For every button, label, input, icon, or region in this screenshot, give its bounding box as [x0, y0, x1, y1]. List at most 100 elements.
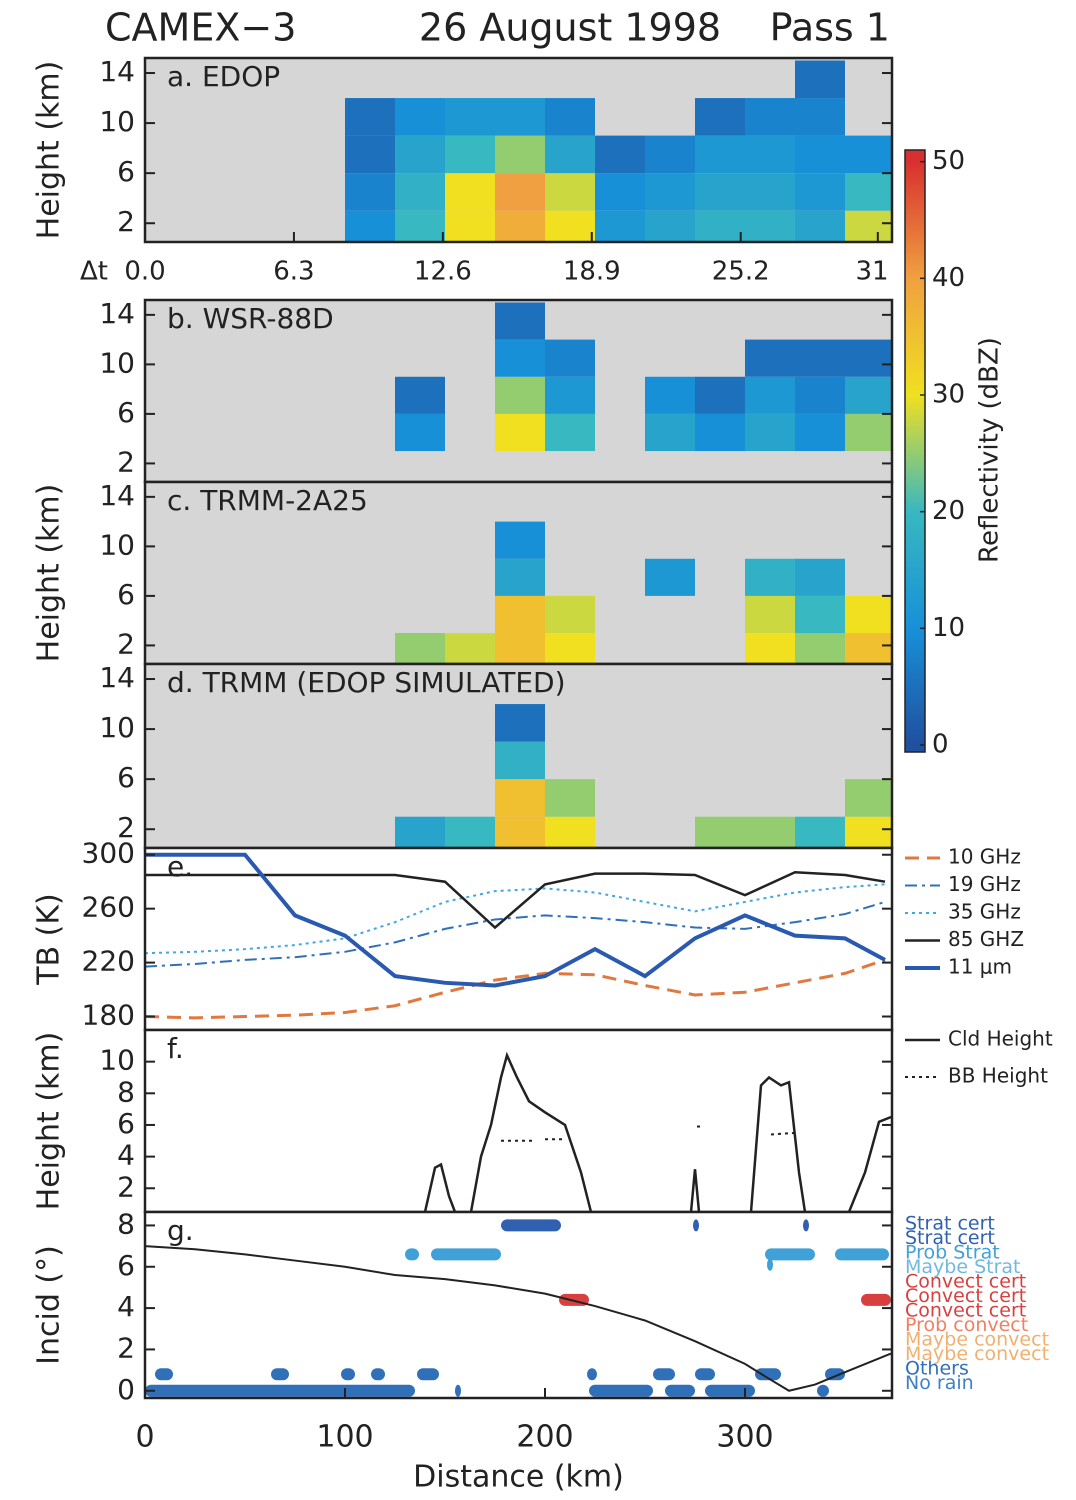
legend-label: Maybe Strat [905, 1256, 1020, 1278]
legend-label: 11 μm [948, 955, 1012, 979]
x-tick-label: 300 [716, 1420, 773, 1455]
heat-cell [795, 413, 845, 452]
heat-cell [745, 816, 795, 848]
y-tick-label: 14 [99, 55, 135, 88]
heat-cell [745, 595, 795, 634]
heat-cell [645, 376, 695, 414]
x-axis-label: Distance (km) [413, 1460, 624, 1495]
legend-label: 19 GHz [948, 872, 1021, 896]
panel-title: e. [167, 850, 193, 883]
heat-cell [845, 210, 892, 242]
y-tick-label: 10 [99, 711, 135, 744]
heat-cell [645, 173, 695, 211]
y-axis-label: TB (K) [32, 893, 67, 986]
colorbar [904, 149, 926, 753]
legend-label: 35 GHz [948, 900, 1021, 924]
legend-label: Convect cert [905, 1271, 1026, 1293]
rain-type-run [693, 1219, 699, 1232]
heat-cell [845, 779, 892, 817]
y-tick-label: 14 [99, 661, 135, 694]
legend-label: 10 GHz [948, 845, 1021, 869]
rain-type-run [665, 1384, 695, 1397]
heat-cell [545, 173, 595, 211]
y-tick-label: 10 [99, 1044, 135, 1077]
panel-title: g. [167, 1214, 194, 1247]
heat-cell [645, 135, 695, 174]
legend-label: Convect cert [905, 1300, 1026, 1322]
rain-type-run [835, 1248, 889, 1261]
legend-label: Prob Strat [905, 1242, 1000, 1264]
y-tick-label: 2 [117, 627, 135, 660]
heat-cell [345, 210, 395, 242]
x-tick-label: 200 [516, 1420, 573, 1455]
y-axis-label: Height (km) [32, 61, 67, 240]
x2-tick-label: 12.6 [414, 257, 472, 287]
x2-tick-label: 31 [855, 257, 888, 287]
figure-title-left: CAMEX−3 [105, 6, 296, 50]
heat-cell [695, 210, 745, 242]
heat-cell [395, 210, 445, 242]
series-line [749, 1075, 807, 1212]
x2-axis-label: Δt [80, 257, 108, 287]
panel-title: a. EDOP [167, 60, 280, 93]
heat-cell [745, 173, 795, 211]
panel-frame [143, 1210, 894, 1400]
heat-cell [495, 779, 545, 817]
y-tick-label: 8 [117, 1207, 135, 1240]
panel-frame [143, 56, 894, 244]
heat-cell [495, 704, 545, 742]
rain-type-run [341, 1368, 355, 1381]
heat-cell [795, 173, 845, 211]
heat-cell [795, 816, 845, 848]
rain-type-run [587, 1368, 597, 1381]
x2-tick-label: 18.9 [563, 257, 621, 287]
heat-cell [545, 376, 595, 414]
heat-cell [395, 376, 445, 414]
y-tick-label: 2 [117, 445, 135, 478]
heat-cell [845, 135, 892, 174]
rain-type-run [417, 1368, 439, 1381]
heat-cell [545, 135, 595, 174]
colorbar-tick-label: 30 [932, 380, 965, 410]
heat-cell [845, 633, 892, 664]
heat-cell [545, 339, 595, 377]
colorbar-tick-label: 20 [932, 496, 965, 526]
rain-type-run [765, 1248, 815, 1261]
heat-cell [495, 558, 545, 596]
y-tick-label: 6 [117, 578, 135, 611]
plot-area [145, 852, 886, 1020]
heat-cell [595, 210, 645, 242]
plot-area [423, 1051, 892, 1212]
x2-tick-label: 0.0 [124, 257, 165, 287]
heat-cell [695, 98, 745, 136]
y-tick-label: 0 [117, 1373, 135, 1406]
heat-cell [795, 339, 845, 377]
series-line [145, 852, 886, 988]
heat-cell [545, 98, 595, 136]
panel-bg [145, 1212, 892, 1398]
heat-cell [745, 633, 795, 664]
rain-type-run [767, 1258, 773, 1271]
y-axis-label: Incid (°) [32, 1245, 67, 1365]
heat-cell [445, 173, 495, 211]
heat-cell [395, 173, 445, 211]
colorbar-label: Reflectivity (dBZ) [975, 337, 1005, 563]
heat-cell [695, 135, 745, 174]
y-tick-label: 2 [117, 1170, 135, 1203]
rain-type-run [371, 1368, 385, 1381]
heat-cell [745, 210, 795, 242]
figure-title-center: 26 August 1998 [419, 6, 721, 50]
y-tick-label: 2 [117, 205, 135, 238]
heat-cell [345, 135, 395, 174]
heat-cell [495, 633, 545, 664]
panel-title: c. TRMM-2A25 [167, 484, 368, 517]
heat-cell [845, 413, 892, 452]
heat-cell [745, 98, 795, 136]
rain-type-run [705, 1384, 755, 1397]
y-tick-label: 8 [117, 1075, 135, 1108]
heat-cell [545, 210, 595, 242]
heat-cell [645, 413, 695, 452]
plot-area [395, 704, 892, 848]
y-tick-label: 2 [117, 811, 135, 844]
